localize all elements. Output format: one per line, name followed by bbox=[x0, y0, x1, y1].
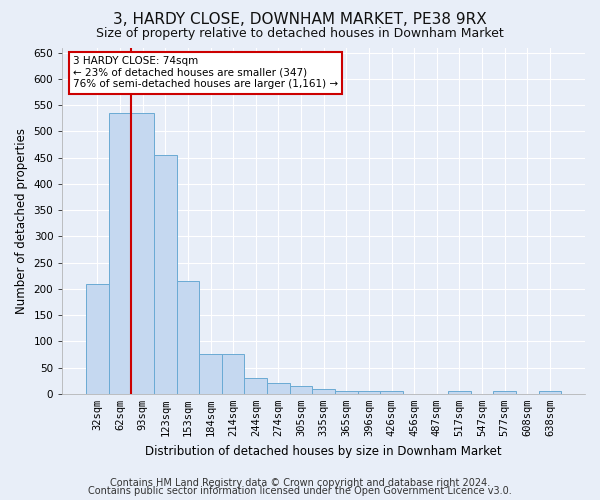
Bar bbox=[358, 391, 380, 394]
Bar bbox=[313, 388, 335, 394]
Bar bbox=[380, 391, 403, 394]
Bar bbox=[222, 354, 244, 394]
Y-axis label: Number of detached properties: Number of detached properties bbox=[15, 128, 28, 314]
Bar bbox=[539, 391, 561, 394]
Text: 3, HARDY CLOSE, DOWNHAM MARKET, PE38 9RX: 3, HARDY CLOSE, DOWNHAM MARKET, PE38 9RX bbox=[113, 12, 487, 28]
Bar bbox=[267, 384, 290, 394]
Bar bbox=[244, 378, 267, 394]
Bar bbox=[493, 391, 516, 394]
Text: Size of property relative to detached houses in Downham Market: Size of property relative to detached ho… bbox=[96, 28, 504, 40]
Bar bbox=[335, 391, 358, 394]
Bar bbox=[109, 113, 131, 394]
Bar bbox=[176, 281, 199, 394]
Bar bbox=[290, 386, 313, 394]
Text: Contains public sector information licensed under the Open Government Licence v3: Contains public sector information licen… bbox=[88, 486, 512, 496]
Bar bbox=[448, 391, 471, 394]
Bar bbox=[86, 284, 109, 394]
Bar bbox=[199, 354, 222, 394]
Bar bbox=[131, 113, 154, 394]
X-axis label: Distribution of detached houses by size in Downham Market: Distribution of detached houses by size … bbox=[145, 444, 502, 458]
Text: 3 HARDY CLOSE: 74sqm
← 23% of detached houses are smaller (347)
76% of semi-deta: 3 HARDY CLOSE: 74sqm ← 23% of detached h… bbox=[73, 56, 338, 90]
Text: Contains HM Land Registry data © Crown copyright and database right 2024.: Contains HM Land Registry data © Crown c… bbox=[110, 478, 490, 488]
Bar bbox=[154, 155, 176, 394]
